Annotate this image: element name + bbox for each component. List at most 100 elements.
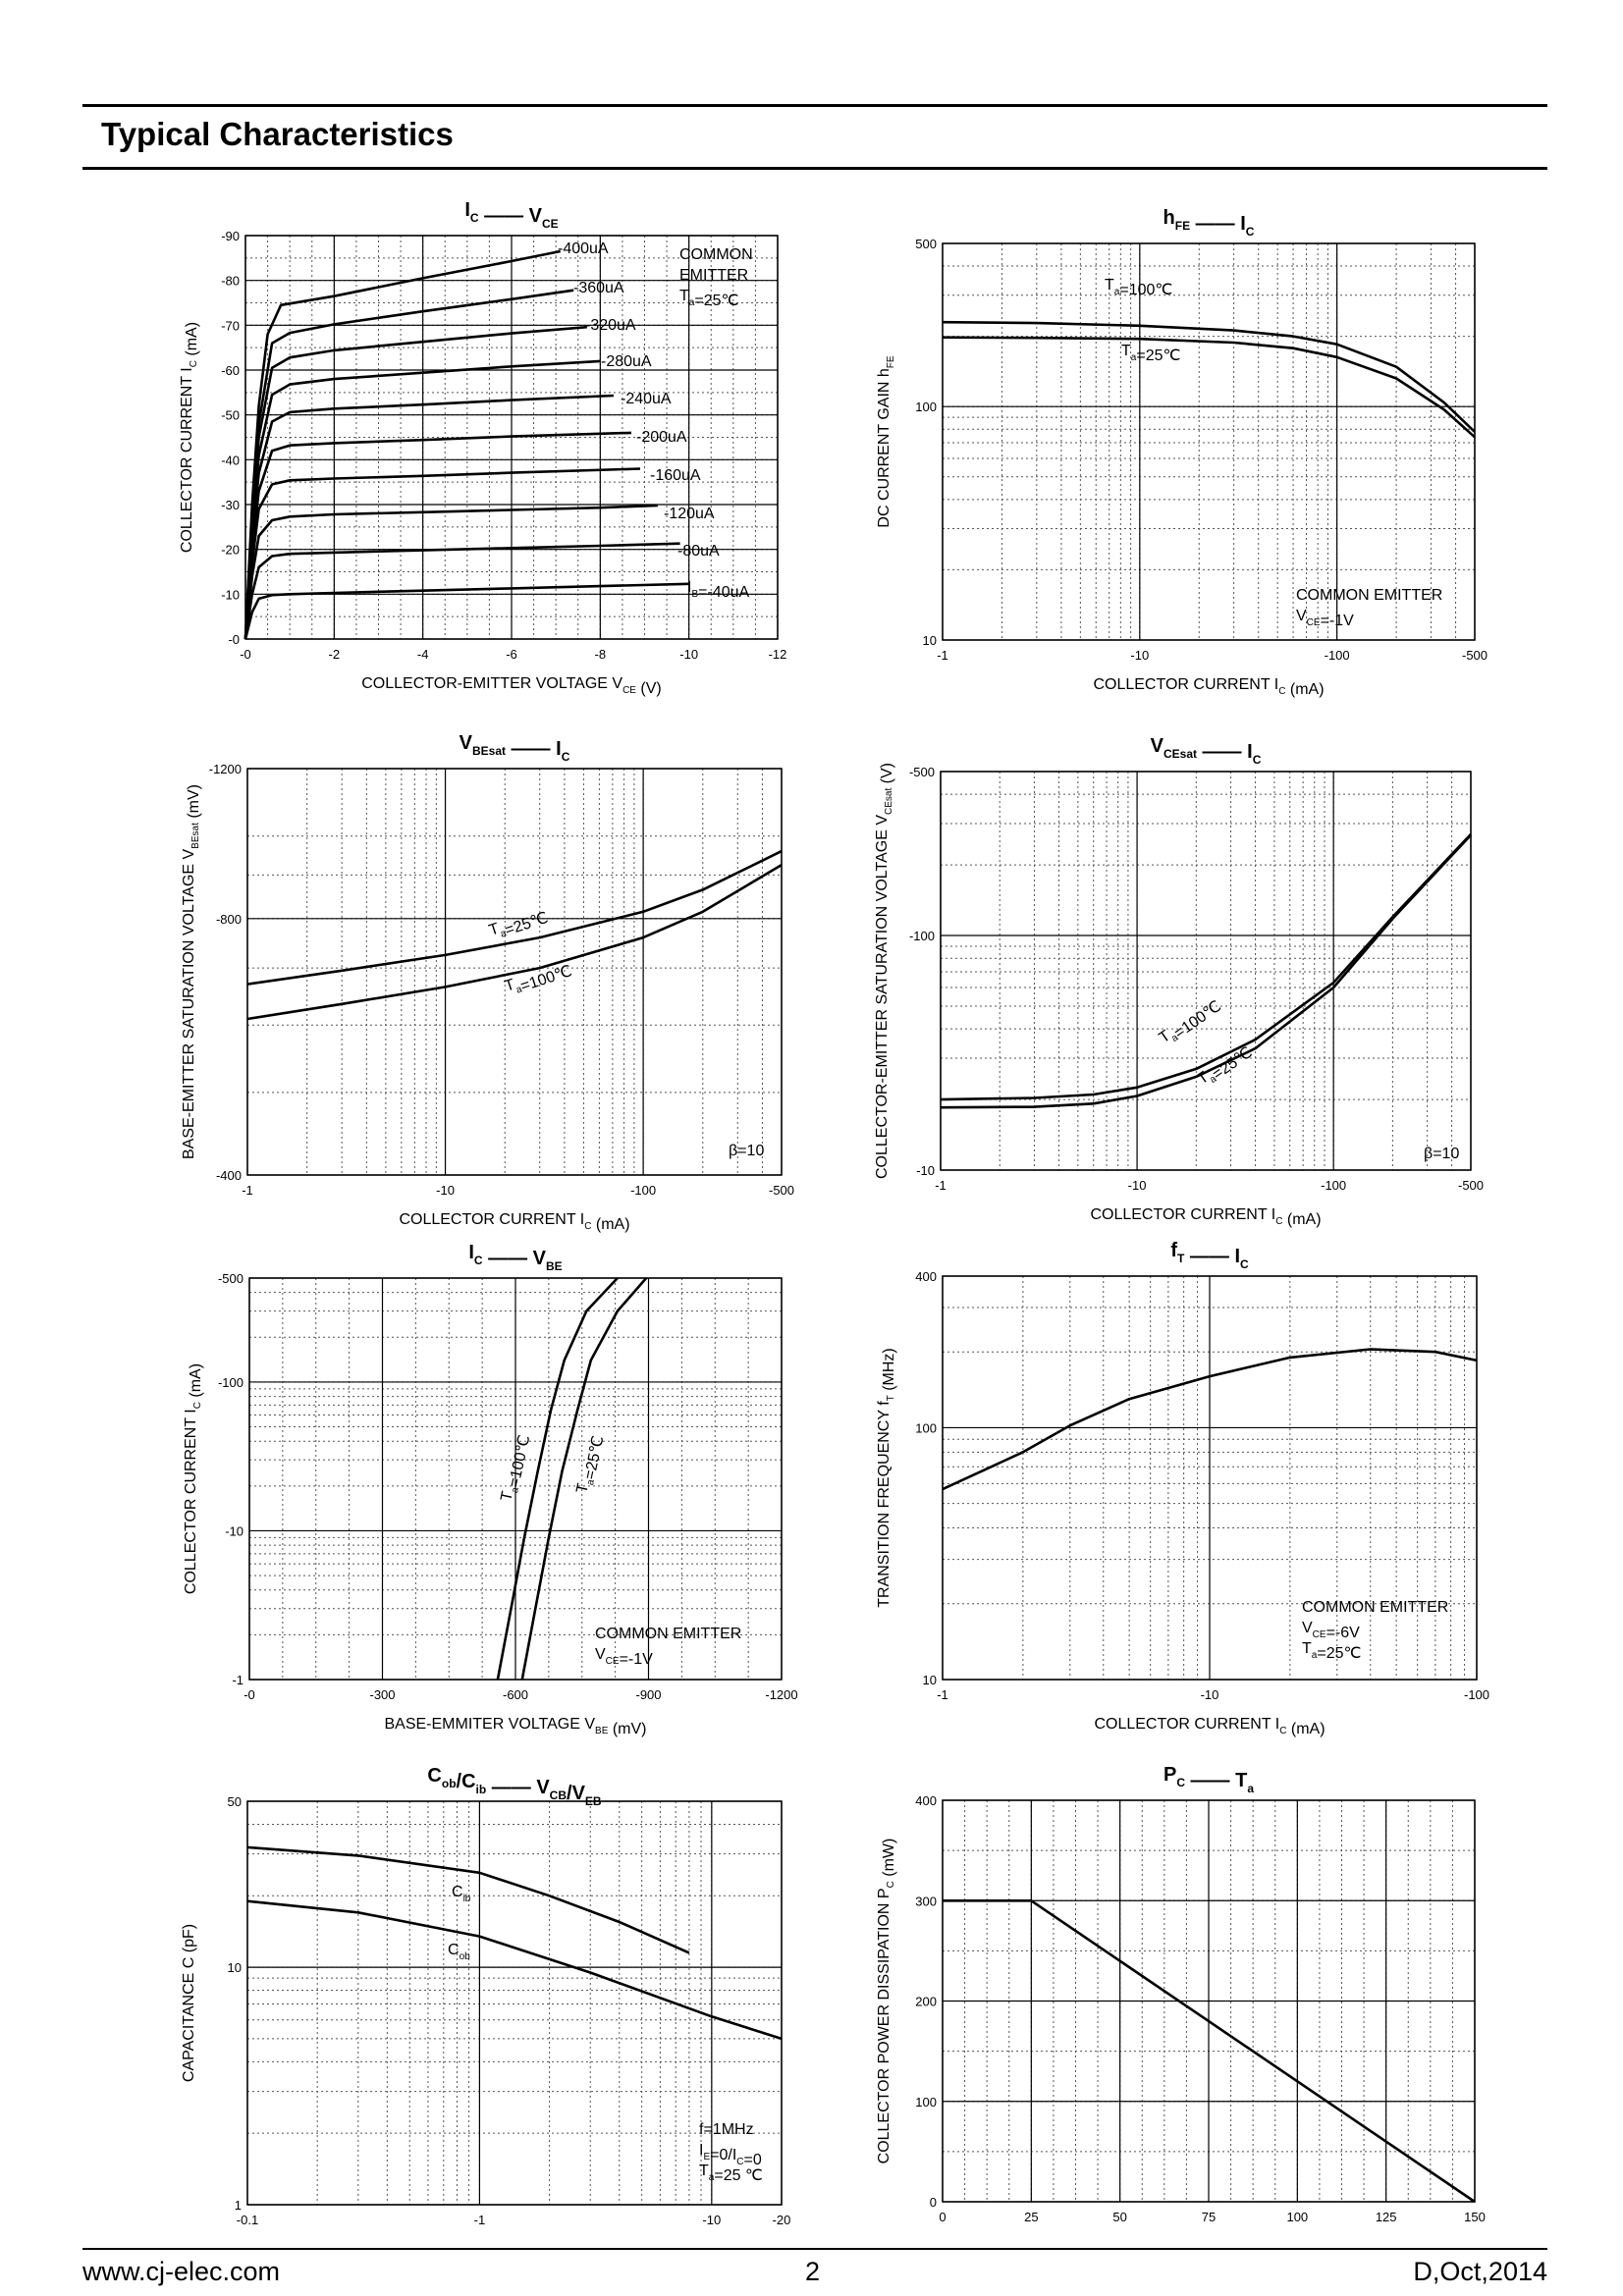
y-tick-label: 400 xyxy=(915,1793,937,1808)
y-axis-label: TRANSITION FREQUENCY fT (MHz) xyxy=(876,1348,897,1607)
x-axis-label: COLLECTOR CURRENT IC (mA) xyxy=(1093,676,1324,698)
x-tick-label: -10 xyxy=(1128,1178,1147,1193)
x-tick-label: -0 xyxy=(240,647,251,662)
x-axis-label: COLLECTOR CURRENT IC (mA) xyxy=(1094,1716,1325,1737)
y-tick-label: -100 xyxy=(909,929,935,943)
series-line-0 xyxy=(940,833,1472,1101)
chart-ic-vbe: -0 -300 -600 -900 -1200 -1 -10 -100 -500 IC —— VB… xyxy=(183,1242,798,1737)
x-tick-label: -20 xyxy=(773,2213,791,2227)
page-title: Typical Characteristics xyxy=(101,116,454,152)
x-tick-label: -1200 xyxy=(765,1687,797,1702)
chart-note: VCE=-6V xyxy=(1302,1620,1360,1641)
series-line-1 xyxy=(246,1899,783,2041)
x-tick-label: -10 xyxy=(702,2213,721,2227)
y-tick-label: 10 xyxy=(923,1673,937,1687)
x-tick-label: -1 xyxy=(937,1687,948,1702)
chart-note: COMMON xyxy=(679,246,753,263)
plot-frame xyxy=(942,1799,1476,2203)
chart-note: COMMON EMITTER xyxy=(595,1626,741,1642)
plot-frame xyxy=(244,235,779,640)
x-tick-label: -500 xyxy=(1462,648,1488,663)
chart-hfe-ic: -1 -10 -100 -500 10 100 500 hFE —— IC COLLECTOR … xyxy=(876,207,1488,698)
x-tick-label: -300 xyxy=(369,1687,395,1702)
chart-note: β=10 xyxy=(1424,1146,1459,1162)
y-tick-label: -10 xyxy=(221,587,240,602)
series-line-2 xyxy=(243,504,659,640)
y-tick-label: 50 xyxy=(228,1794,242,1809)
chart-vbesat-ic: -1 -10 -100 -500 -400 -800 -1200 VBEsat —— IC CO… xyxy=(181,732,794,1233)
y-axis-label: CAPACITANCE C (pF) xyxy=(181,1924,197,2082)
y-tick-label: -30 xyxy=(221,498,240,512)
charts-canvas: -0 -2 -4 -6 -8 -10 -12-0-10-20-30-40-50-60-70-… xyxy=(179,199,1489,2227)
series-label: Cob xyxy=(448,1942,470,1962)
series-line-1 xyxy=(243,542,680,640)
series-line-1 xyxy=(520,1277,648,1681)
plot-frame xyxy=(942,1275,1478,1681)
plot-frame xyxy=(942,242,1476,641)
footer-page-number: 2 xyxy=(805,2257,821,2286)
y-tick-label: -80 xyxy=(221,274,240,289)
series-label: -160uA xyxy=(650,467,701,484)
x-tick-label: -1 xyxy=(935,1178,947,1193)
footer-rule xyxy=(82,2248,1547,2250)
y-tick-label: 1 xyxy=(235,2198,242,2213)
series-label: Ta=100℃ xyxy=(1157,994,1224,1051)
series-label: -280uA xyxy=(601,353,652,370)
y-tick-label: 200 xyxy=(915,1995,937,2009)
x-tick-label: -900 xyxy=(635,1687,661,1702)
y-tick-label: 0 xyxy=(930,2195,937,2210)
x-tick-label: -100 xyxy=(630,1183,656,1198)
y-axis-label: COLLECTOR CURRENT IC (mA) xyxy=(183,1363,204,1594)
footer-website-link[interactable]: www.cj-elec.com xyxy=(82,2257,281,2286)
chart-title: IC —— VBE xyxy=(468,1242,562,1273)
chart-note: COMMON EMITTER xyxy=(1302,1599,1448,1616)
y-axis-label: COLLECTOR-EMITTER SATURATION VOLTAGE VCE… xyxy=(874,763,895,1179)
y-tick-label: 10 xyxy=(228,1960,242,1975)
series-line-1 xyxy=(942,336,1476,439)
minor-grid xyxy=(943,243,1475,640)
series-label: Ta=100℃ xyxy=(1105,277,1172,298)
x-tick-label: -1 xyxy=(474,2213,486,2227)
series-line-9 xyxy=(243,249,561,640)
x-tick-label: 25 xyxy=(1024,2210,1038,2224)
y-tick-label: 100 xyxy=(915,2095,937,2109)
y-tick-label: -90 xyxy=(221,229,240,243)
chart-note: EMITTER xyxy=(679,267,748,284)
major-grid xyxy=(940,771,1472,1171)
major-grid xyxy=(942,1799,1476,2203)
y-tick-label: 400 xyxy=(915,1269,937,1284)
series-label: IB=-40uA xyxy=(687,579,749,601)
x-tick-label: -6 xyxy=(506,647,517,662)
x-tick-label: -500 xyxy=(769,1183,794,1198)
x-tick-label: -10 xyxy=(1130,648,1149,663)
x-tick-label: 125 xyxy=(1376,2210,1397,2224)
x-tick-label: -500 xyxy=(1458,1178,1484,1193)
series-line-0 xyxy=(246,849,783,986)
chart-note: f=1MHz xyxy=(699,2121,754,2138)
x-tick-label: -1 xyxy=(242,1183,253,1198)
chart-note: VCE=-1V xyxy=(1296,608,1354,629)
x-tick-label: -10 xyxy=(1201,1687,1219,1702)
y-axis-label: DC CURRENT GAIN hFE xyxy=(876,355,896,527)
series-label: Ta=25℃ xyxy=(1121,343,1180,364)
x-tick-label: -100 xyxy=(1321,1178,1346,1193)
series-label: -240uA xyxy=(621,391,672,407)
chart-note: COMMON EMITTER xyxy=(1296,587,1442,604)
plot-frame xyxy=(246,768,783,1176)
chart-note: β=10 xyxy=(729,1143,764,1159)
series-label: -200uA xyxy=(636,429,687,446)
y-tick-label: -800 xyxy=(216,912,242,927)
series-label: -400uA xyxy=(558,240,609,257)
title-rule xyxy=(82,167,1547,170)
x-tick-label: -1 xyxy=(937,648,948,663)
y-tick-label: 500 xyxy=(915,237,937,251)
series-line-0 xyxy=(496,1277,619,1681)
chart-ic-vce: -0 -2 -4 -6 -8 -10 -12 -0 -10 -20 -30 -40 -50 -60 -70 -… xyxy=(179,199,786,697)
y-tick-label: -500 xyxy=(218,1271,243,1286)
x-axis-label: BASE-EMMITER VOLTAGE VBE (mV) xyxy=(384,1716,646,1737)
chart-title: VBEsat —— IC xyxy=(460,732,570,764)
chart-title: VCEsat —— IC xyxy=(1151,735,1262,767)
chart-title: hFE —— IC xyxy=(1163,207,1255,239)
y-tick-label: -70 xyxy=(221,318,240,333)
